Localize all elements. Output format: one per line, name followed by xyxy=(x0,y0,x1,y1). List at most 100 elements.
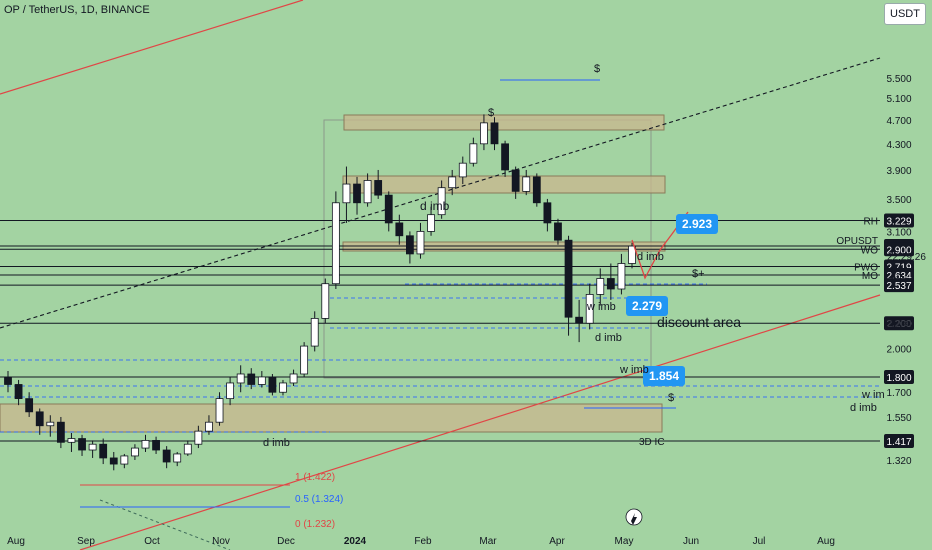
candle-26 xyxy=(279,379,287,396)
callout-text-1: 2.279 xyxy=(632,299,662,313)
x-tick-11: Jul xyxy=(753,536,766,547)
level-label-3: PWO xyxy=(854,263,878,274)
candle-body-5 xyxy=(56,421,65,443)
candle-11 xyxy=(120,453,129,469)
candle-body-54 xyxy=(575,316,584,324)
candle-body-14 xyxy=(152,440,160,451)
x-tick-12: Aug xyxy=(817,536,835,547)
candle-40 xyxy=(427,206,435,236)
candle-21 xyxy=(226,376,235,406)
candle-46 xyxy=(490,117,499,151)
candle-19 xyxy=(205,415,213,435)
x-tick-10: Jun xyxy=(683,536,699,547)
candle-body-58 xyxy=(617,263,626,290)
supply-zone-top xyxy=(343,114,665,131)
candle-body-22 xyxy=(236,373,245,384)
candle-48 xyxy=(511,166,520,199)
annotation-5: 3D IC xyxy=(639,437,665,448)
price-tag-box-0 xyxy=(884,213,914,228)
candle-body-30 xyxy=(321,283,330,319)
candle-body-55 xyxy=(585,294,594,324)
x-tick-9: May xyxy=(615,536,634,547)
candle-13 xyxy=(141,434,150,452)
candle-body-47 xyxy=(501,143,509,171)
annotation-13: d imb xyxy=(595,332,622,344)
annotation-7: $ xyxy=(594,63,600,75)
candle-9 xyxy=(99,438,108,465)
candle-body-11 xyxy=(120,455,129,465)
annotation-4: w imb xyxy=(619,364,649,376)
candle-body-34 xyxy=(363,180,372,204)
axes-layer: RH3.229OPUSDT2.935WO2.900PWO2.719MO2.634… xyxy=(7,74,926,547)
candle-body-51 xyxy=(543,202,552,224)
annotation-9: $+ xyxy=(692,268,705,280)
callout-text-0: 2.923 xyxy=(682,217,712,231)
price-tag-box-2 xyxy=(884,242,914,257)
candle-body-33 xyxy=(353,183,361,204)
candle-41 xyxy=(437,180,446,219)
candle-5 xyxy=(56,416,65,449)
annotation-12: w im xyxy=(861,389,885,401)
candle-14 xyxy=(152,436,160,454)
logo-bolt xyxy=(631,513,637,525)
currency-button[interactable]: USDT xyxy=(884,3,926,25)
x-tick-0: Aug xyxy=(7,536,25,547)
y-tick-6: 3.100 xyxy=(886,227,911,238)
candle-body-17 xyxy=(183,443,192,455)
x-tick-6: Feb xyxy=(414,536,432,547)
level-label-1: OPUSDT xyxy=(836,236,878,247)
price-tag-text-3: 2.719 xyxy=(886,263,911,274)
candle-body-45 xyxy=(480,122,488,145)
candle-body-46 xyxy=(490,122,499,145)
supply-zone-mid xyxy=(342,175,666,194)
candle-body-56 xyxy=(596,278,605,295)
candle-body-31 xyxy=(331,202,340,285)
candle-10 xyxy=(109,451,118,471)
y-tick-4: 3.900 xyxy=(886,166,911,177)
candle-body-12 xyxy=(131,447,139,457)
level-label-4: MO xyxy=(862,271,878,282)
candle-28 xyxy=(300,342,309,377)
y-tick-10: 1.550 xyxy=(886,413,911,424)
x-tick-1: Sep xyxy=(77,536,95,547)
candle-51 xyxy=(543,198,552,232)
price-tag-text-2: 2.900 xyxy=(886,245,911,256)
demand-zone xyxy=(0,403,663,433)
candle-body-37 xyxy=(395,222,404,237)
price-tag-text-5: 2.537 xyxy=(886,281,911,292)
price-tag-5: 2.537 xyxy=(884,278,914,293)
candle-6 xyxy=(67,432,76,452)
candle-54 xyxy=(575,299,584,343)
candle-body-4 xyxy=(46,421,55,427)
candle-42 xyxy=(448,169,457,196)
price-tag-box-7 xyxy=(884,369,914,384)
candle-37 xyxy=(395,214,404,245)
candle-3 xyxy=(35,408,44,435)
candle-16 xyxy=(173,451,182,467)
candle-57 xyxy=(606,263,615,300)
candle-58 xyxy=(617,253,626,295)
candle-43 xyxy=(458,156,467,185)
candle-15 xyxy=(162,446,171,469)
callout-box-1 xyxy=(626,296,668,316)
candle-0 xyxy=(4,371,12,393)
annotation-0: d imb xyxy=(420,199,450,213)
candle-body-57 xyxy=(606,278,615,290)
candle-body-7 xyxy=(78,438,86,451)
candle-27 xyxy=(289,369,298,387)
candle-44 xyxy=(469,137,478,167)
chart-header: OP / TetherUS, 1D, BINANCE xyxy=(4,4,150,16)
candle-8 xyxy=(88,440,97,458)
price-callout-2: 1.854 xyxy=(643,366,685,386)
candle-body-40 xyxy=(427,214,435,232)
candle-body-0 xyxy=(4,376,12,385)
x-tick-3: Nov xyxy=(212,536,230,547)
y-tick-0: 5.500 xyxy=(886,74,911,85)
y-tick-9: 1.700 xyxy=(886,388,911,399)
price-callout-0: 2.923 xyxy=(676,214,718,234)
x-tick-2: Oct xyxy=(144,536,160,547)
candle-body-9 xyxy=(99,443,108,459)
level-label-0: RH xyxy=(864,217,878,228)
candle-18 xyxy=(194,425,203,449)
